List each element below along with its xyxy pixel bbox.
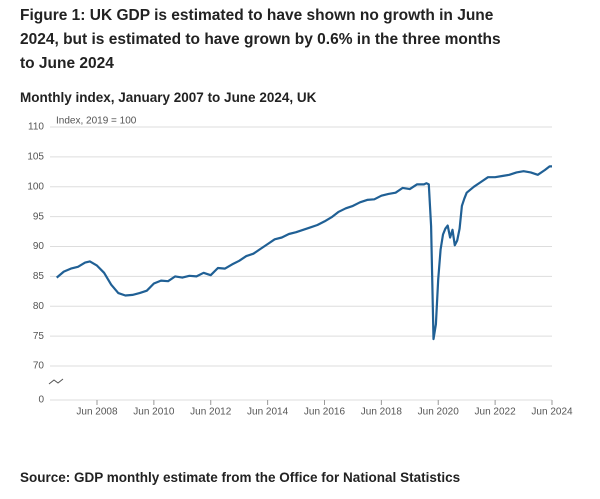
y-tick-label: 70 [33, 361, 45, 372]
source-note: Source: GDP monthly estimate from the Of… [20, 470, 461, 485]
x-tick-label: Jun 2022 [475, 407, 517, 418]
chart: Index, 2019 = 100 0 70 75 80 85 90 95 100 105 110… [27, 116, 573, 418]
x-tick-label: Jun 2014 [247, 407, 289, 418]
chart-title: Figure 1: UK GDP is estimated to have sh… [20, 7, 501, 72]
y-tick-label: 110 [28, 122, 44, 133]
x-tick-label: Jun 2018 [361, 407, 403, 418]
y-tick-label: 85 [33, 271, 45, 282]
y-tick-label: 90 [33, 241, 45, 252]
data-line [55, 165, 552, 341]
x-tick-label: Jun 2024 [531, 407, 573, 418]
axis-break [48, 378, 64, 385]
x-tick-label: Jun 2020 [418, 407, 460, 418]
x-tick-label: Jun 2016 [304, 407, 346, 418]
y-tick-label: 95 [33, 211, 45, 222]
y-tick-label: 75 [33, 331, 45, 342]
y-tick-label: 80 [33, 301, 45, 312]
x-tick-label: Jun 2012 [190, 407, 232, 418]
y-axis-label: Index, 2019 = 100 [56, 116, 137, 127]
y-tick-label: 105 [27, 152, 44, 163]
x-tick-label: Jun 2010 [133, 407, 175, 418]
chart-subtitle: Monthly index, January 2007 to June 2024… [20, 90, 317, 105]
y-tick-label: 0 [38, 395, 44, 406]
x-tick-label: Jun 2008 [76, 407, 118, 418]
y-tick-label: 100 [27, 181, 44, 192]
